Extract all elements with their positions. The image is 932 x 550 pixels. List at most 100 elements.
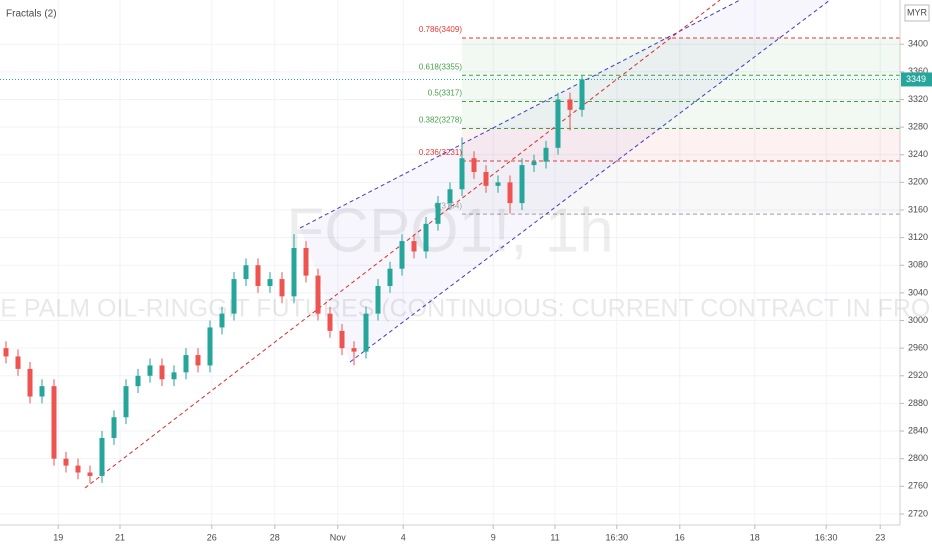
channel-fill — [300, 0, 830, 362]
x-tick-label: 19 — [53, 532, 63, 542]
last-price-box — [901, 72, 932, 87]
candle-body — [411, 241, 417, 252]
candle-body — [243, 265, 249, 280]
candle-body — [135, 375, 141, 387]
candle-body — [387, 268, 393, 286]
candle-body — [207, 327, 213, 366]
x-tick-label: 16 — [675, 532, 685, 542]
candle-body — [579, 79, 585, 110]
candle-body — [99, 437, 105, 476]
y-tick-label: 3320 — [908, 94, 928, 104]
channel-upper — [299, 0, 741, 229]
x-tick-label: 16:30 — [606, 532, 629, 542]
fib-zone — [462, 128, 900, 161]
x-tick-label: 18 — [750, 532, 760, 542]
indicator-label: Fractals (2) — [6, 9, 57, 20]
candle-body — [507, 182, 513, 204]
candle-body — [531, 161, 537, 166]
fib-label: 0.382(3278) — [419, 116, 462, 125]
candle-body — [183, 355, 189, 373]
candle-body — [159, 365, 165, 380]
grid — [0, 0, 900, 525]
candle-body — [267, 279, 273, 286]
fib-zone — [462, 37, 900, 76]
candle-body — [363, 313, 369, 352]
candle-body — [219, 313, 225, 328]
y-tick-label: 3040 — [908, 287, 928, 297]
candle-body — [3, 348, 9, 357]
fib-zone — [462, 101, 900, 129]
candle-body — [351, 348, 357, 352]
candle-body — [435, 203, 441, 224]
candle-body — [519, 165, 525, 204]
candle-body — [39, 386, 45, 397]
watermark-name: CRUDE PALM OIL-RINGGIT FUTURES (CONTINUO… — [0, 295, 932, 323]
y-tick-label: 3240 — [908, 149, 928, 159]
y-tick-label: 3120 — [908, 232, 928, 242]
y-tick-label: 2880 — [908, 398, 928, 408]
x-tick-label: 28 — [270, 532, 280, 542]
candle-body — [327, 313, 333, 331]
candle-body — [423, 223, 429, 252]
fib-zone — [462, 160, 900, 215]
x-tick-label: 11 — [550, 532, 559, 542]
y-tick-label: 2840 — [908, 425, 928, 435]
candle-body — [471, 158, 477, 173]
fib-label: 0.618(3355) — [419, 62, 462, 71]
candle-body — [543, 147, 549, 162]
x-tick-label: 4 — [401, 532, 406, 542]
candle-body — [399, 241, 405, 269]
candle-body — [123, 386, 129, 418]
fib-label: 0(3154) — [434, 201, 462, 210]
candle-body — [63, 458, 69, 466]
candle-body — [339, 330, 345, 349]
y-tick-label: 3000 — [908, 315, 928, 325]
candle-body — [315, 275, 321, 314]
candle-body — [483, 172, 489, 186]
candle-body — [303, 247, 309, 276]
fib-label: 0.786(3409) — [419, 25, 462, 34]
candle-body — [15, 356, 21, 369]
y-tick-label: 3160 — [908, 204, 928, 214]
candle-body — [495, 182, 501, 186]
fib-label: 0.5(3317) — [428, 89, 463, 98]
candle-body — [87, 472, 93, 476]
y-tick-label: 2720 — [908, 508, 928, 518]
y-tick-label: 2800 — [908, 453, 928, 463]
x-tick-label: Nov — [330, 532, 347, 542]
candle-body — [111, 417, 117, 438]
x-tick-label: 16:30 — [815, 532, 838, 542]
x-tick-label: 26 — [207, 532, 217, 542]
candle-body — [291, 247, 297, 297]
candle-body — [75, 465, 81, 473]
candle-body — [195, 355, 201, 366]
fib-label: 0.236(3231) — [419, 148, 462, 157]
y-tick-label: 2960 — [908, 343, 928, 353]
candle-body — [375, 285, 381, 314]
candle-body — [447, 189, 453, 204]
fib-retracement: 0.786(3409) 0.618(3355) 0.5(3317) 0.382(327… — [419, 25, 900, 215]
candle-body — [147, 365, 153, 376]
candle-body — [51, 386, 57, 459]
candle-body — [255, 265, 261, 286]
y-tick-label: 3400 — [908, 39, 928, 49]
candle-body — [555, 99, 561, 148]
candle-body — [171, 372, 177, 380]
currency: MYR — [907, 7, 928, 17]
candle-body — [279, 279, 285, 297]
candles — [3, 75, 585, 483]
candle-body — [27, 368, 33, 397]
candle-body — [567, 99, 573, 110]
y-tick-label: 3200 — [908, 177, 928, 187]
candle-body — [231, 279, 237, 314]
x-tick-label: 21 — [115, 532, 125, 542]
currency-box — [904, 4, 930, 22]
y-tick-label: 3080 — [908, 260, 928, 270]
candle-body — [459, 158, 465, 190]
y-tick-label: 2760 — [908, 481, 928, 491]
x-tick-label: 23 — [875, 532, 885, 542]
x-tick-label: 9 — [491, 532, 496, 542]
channel-lower — [349, 0, 831, 363]
y-tick-label: 3280 — [908, 121, 928, 131]
